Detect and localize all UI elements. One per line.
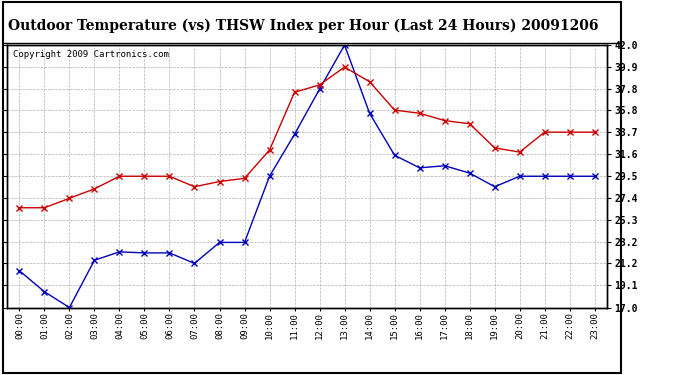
Text: Copyright 2009 Cartronics.com: Copyright 2009 Cartronics.com [13,50,169,59]
Text: Outdoor Temperature (vs) THSW Index per Hour (Last 24 Hours) 20091206: Outdoor Temperature (vs) THSW Index per … [8,19,599,33]
